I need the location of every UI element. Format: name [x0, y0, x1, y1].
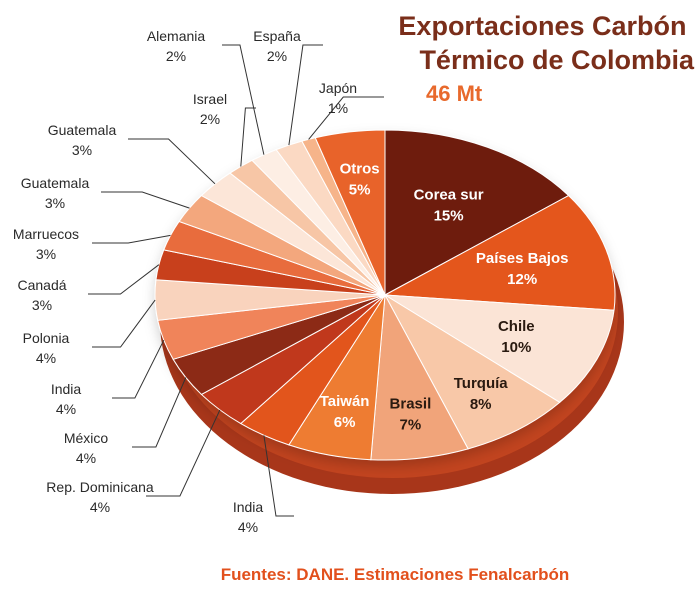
slice-label-brasil: Brasil 7%: [390, 395, 432, 433]
external-label-name: España: [253, 28, 301, 44]
slice-turquia-3: [383, 293, 561, 450]
leader-line-guatemala-13: [101, 191, 190, 209]
leader-line-alemania-16: [222, 44, 265, 155]
slice-otros-19: [314, 129, 386, 296]
leader-line-india-6: [263, 435, 294, 517]
external-label-value: 4%: [238, 519, 258, 535]
external-label-alemania-16: Alemania 2%: [147, 28, 206, 64]
leader-line-rep-dominicana-7: [146, 409, 221, 497]
leader-line-guatemala-14: [128, 138, 216, 185]
external-label-name: México: [64, 430, 109, 446]
external-label-rep-dominicana-7: Rep. Dominicana 4%: [46, 479, 154, 515]
slice-label-chile: Chile 10%: [498, 318, 535, 356]
slice-label-name: Otros: [340, 161, 380, 178]
slice-chile-2: [384, 294, 615, 403]
external-label-guatemala-13: Guatemala 3%: [21, 175, 90, 211]
external-label-name: Marruecos: [13, 226, 79, 242]
slice-label-otros: Otros 5%: [340, 161, 380, 199]
chart-subtitle: 46 Mt: [426, 81, 483, 106]
external-label-polonia-10: Polonia 4%: [23, 330, 70, 366]
external-label-india-6: India 4%: [233, 499, 264, 535]
slice-label-value: 8%: [470, 396, 492, 413]
external-label-name: Guatemala: [48, 122, 117, 138]
slice-label-name: Brasil: [390, 395, 432, 412]
leader-line-marruecos-12: [92, 234, 171, 244]
external-label-value: 3%: [45, 195, 65, 211]
slice-label-name: Corea sur: [414, 186, 484, 203]
slice-label-value: 6%: [334, 414, 356, 431]
external-label-name: Rep. Dominicana: [46, 479, 154, 495]
external-label-value: 3%: [32, 297, 52, 313]
pie-slices: [154, 129, 616, 461]
external-label-mexico-8: México 4%: [64, 430, 109, 466]
external-label-name: Canadá: [17, 277, 66, 293]
external-label-name: Alemania: [147, 28, 206, 44]
external-label-value: 4%: [56, 401, 76, 417]
leader-line-israel-15: [240, 107, 256, 167]
slice-corea-sur-0: [384, 129, 570, 296]
leader-line-polonia-10: [92, 299, 156, 348]
external-label-value: 4%: [90, 499, 110, 515]
leader-line-india-9: [112, 339, 165, 399]
external-label-guatemala-14: Guatemala 3%: [48, 122, 117, 158]
external-label-name: India: [51, 381, 82, 397]
external-label-name: Japón: [319, 80, 357, 96]
external-label-value: 4%: [76, 450, 96, 466]
slice-label-turquia: Turquía 8%: [454, 375, 509, 413]
slice-label-value: 7%: [400, 416, 422, 433]
external-label-value: 1%: [328, 100, 348, 116]
external-label-value: 2%: [200, 111, 220, 127]
slice-label-name: Turquía: [454, 375, 509, 392]
leader-line-mexico-8: [132, 377, 187, 448]
external-label-marruecos-12: Marruecos 3%: [13, 226, 79, 262]
slice-label-paises-bajos: Países Bajos 12%: [476, 250, 569, 288]
slice-label-name: Taiwán: [320, 393, 370, 410]
chart-title-line-2: Térmico de Colombia: [419, 45, 695, 75]
slice-label-value: 5%: [349, 182, 371, 199]
chart-title: Exportaciones Carbón Térmico de Colombia: [398, 11, 695, 75]
external-label-japon-18: Japón 1%: [319, 80, 357, 116]
external-label-espana-17: España 2%: [253, 28, 301, 64]
external-label-name: Guatemala: [21, 175, 90, 191]
slice-label-taiwan: Taiwán 6%: [320, 393, 370, 431]
slice-label-value: 15%: [434, 207, 464, 224]
external-label-value: 3%: [72, 142, 92, 158]
chart-source: Fuentes: DANE. Estimaciones Fenalcarbón: [221, 565, 570, 584]
external-label-israel-15: Israel 2%: [193, 91, 227, 127]
leader-line-canada-11: [88, 264, 160, 295]
external-label-india-9: India 4%: [51, 381, 82, 417]
pie-leader-lines: [88, 44, 384, 517]
slice-paises-bajos-1: [383, 194, 616, 311]
external-label-value: 2%: [267, 48, 287, 64]
leader-line-espana-17: [288, 44, 323, 146]
slice-label-value: 12%: [507, 271, 537, 288]
external-label-name: Israel: [193, 91, 227, 107]
slice-label-corea-sur: Corea sur 15%: [414, 186, 484, 224]
external-label-value: 3%: [36, 246, 56, 262]
external-label-name: Polonia: [23, 330, 70, 346]
external-label-value: 4%: [36, 350, 56, 366]
chart-title-line-1: Exportaciones Carbón: [398, 11, 686, 41]
external-label-canada-11: Canadá 3%: [17, 277, 66, 313]
slice-label-value: 10%: [501, 339, 531, 356]
external-label-name: India: [233, 499, 264, 515]
slice-label-name: Chile: [498, 318, 535, 335]
leader-line-japon-18: [308, 96, 384, 140]
external-label-value: 2%: [166, 48, 186, 64]
slice-label-name: Países Bajos: [476, 250, 569, 267]
pie-labels: Corea sur 15% Países Bajos 12% Chile 10% Turqu…: [13, 28, 569, 535]
